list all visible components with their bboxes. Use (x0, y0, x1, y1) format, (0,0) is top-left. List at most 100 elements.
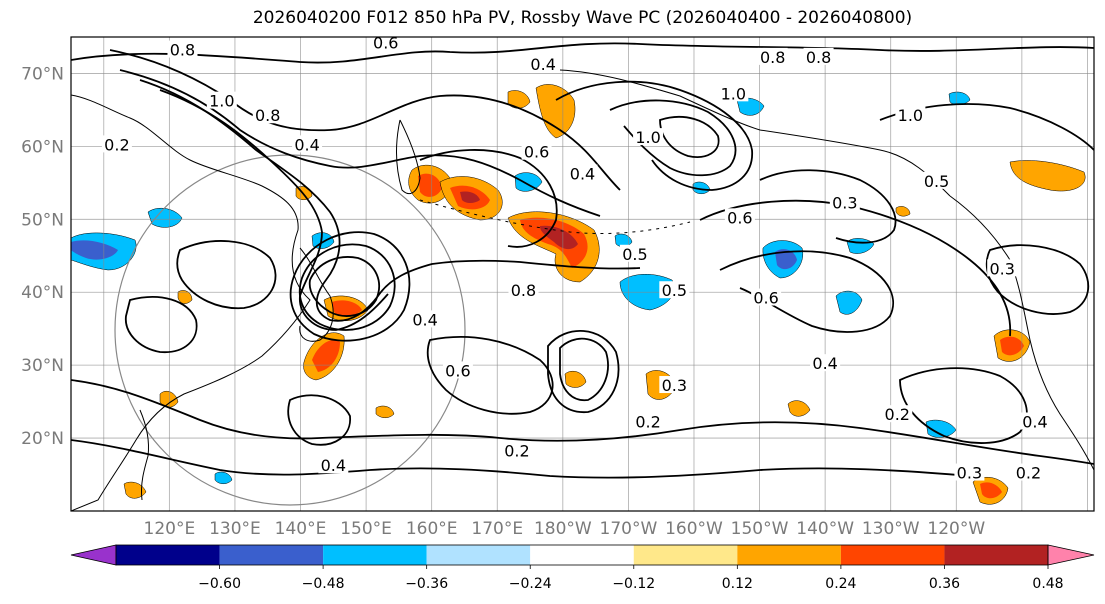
contour-label-background (803, 47, 834, 65)
latitude-label: 70°N (21, 64, 64, 84)
pv-contour (125, 296, 198, 353)
pv-contour (419, 149, 558, 248)
map-frame (70, 36, 1095, 512)
contour-label: 0.4 (321, 456, 346, 475)
pv-contour (109, 49, 621, 191)
contour-label: 0.8 (255, 106, 280, 125)
positive-anomaly-patch (564, 371, 587, 388)
pv-contour (71, 379, 1094, 465)
contour-label-background (318, 456, 349, 474)
positive-anomaly-patch (787, 400, 811, 417)
colorbar-segment (116, 545, 220, 565)
pv-contour (985, 244, 1090, 315)
pv-contour (547, 330, 620, 413)
positive-anomaly-patch (460, 191, 480, 203)
contour-label-background (810, 354, 841, 372)
colorbar-segment (426, 545, 531, 565)
contour-label-background (508, 281, 539, 299)
pv-contour (176, 240, 277, 310)
pv-contour (308, 256, 380, 317)
contour-label: 0.8 (170, 41, 195, 60)
coastline-kamchatka (395, 119, 421, 194)
longitude-label: 150°W (731, 519, 789, 539)
contour-label: 0.3 (832, 194, 857, 213)
negative-anomaly-patch (71, 240, 118, 260)
pv-contour (71, 42, 1094, 64)
contour-label: 0.5 (662, 281, 687, 300)
positive-anomaly-patch (375, 405, 395, 418)
latitude-label: 40°N (21, 283, 64, 303)
contour-label: 1.0 (209, 92, 234, 111)
coastline-philippines (139, 409, 149, 501)
pv-contour (71, 439, 971, 479)
longitude-label: 150°E (340, 519, 392, 539)
contour-label: 0.2 (1016, 464, 1041, 483)
colorbar-tick-label: 0.48 (1032, 576, 1063, 592)
contour-label-background (882, 405, 913, 423)
colorbar-segment (840, 545, 945, 565)
colorbar-segment (530, 545, 634, 565)
negative-anomaly-patch (214, 471, 233, 484)
positive-anomaly-patch (312, 340, 340, 372)
contour-label: 0.3 (662, 376, 687, 395)
longitude-label: 180°W (534, 519, 592, 539)
longitude-label: 170°E (471, 519, 523, 539)
negative-anomaly-patch (614, 233, 633, 247)
contour-label: 1.0 (721, 84, 746, 103)
colorbar-segment (737, 545, 841, 565)
pv-contour (426, 336, 554, 415)
colorbar: −0.60 −0.48 −0.36 −0.24 −0.12 0.12 0.24 0.36 0.4… (70, 544, 1095, 592)
colorbar-segment (633, 545, 738, 565)
contour-label: 0.6 (727, 208, 752, 227)
longitude-label: 170°W (600, 519, 658, 539)
colorbar-tick-label: −0.48 (302, 576, 345, 592)
colorbar-segment (219, 545, 324, 565)
colorbar-frame (115, 544, 1049, 566)
contour-label: 0.2 (885, 405, 910, 424)
colorbar-tick-label: 0.12 (722, 576, 753, 592)
colorbar-tick-label: −0.12 (612, 576, 655, 592)
contour-label-background (501, 441, 532, 459)
contour-label: 1.0 (635, 128, 660, 147)
longitude-label: 160°W (665, 519, 723, 539)
contour-label-background (724, 208, 755, 226)
contour-label: 0.6 (373, 33, 398, 52)
contour-label: 0.2 (635, 412, 660, 431)
contour-label-background (757, 47, 788, 65)
positive-anomaly-patch (520, 217, 588, 268)
latitude-label: 60°N (21, 137, 64, 157)
colorbar-tick-label: −0.24 (509, 576, 552, 592)
pv-contour (298, 243, 396, 331)
pv-contour (899, 367, 1028, 444)
pv-contour (609, 99, 737, 177)
longitude-label: 120°E (144, 519, 196, 539)
pv-contour (759, 169, 897, 244)
contour-label: 0.3 (957, 464, 982, 483)
pv-contour (659, 116, 720, 158)
longitude-axis: 120°E 130°E 140°E 150°E 160°E 170°E 180°W 170°W… (144, 519, 986, 539)
contour-label-background (659, 376, 690, 394)
positive-anomaly-patch (418, 173, 442, 197)
contour-label: 0.8 (806, 48, 831, 67)
positive-anomaly-patch (507, 90, 531, 109)
contour-label-background (633, 128, 664, 146)
contour-label-background (410, 310, 441, 328)
coastline-north-america (949, 195, 1094, 471)
pv-contour (555, 80, 753, 191)
pv-contour (287, 394, 351, 446)
contour-label: 1.0 (898, 106, 923, 125)
contour-label: 0.5 (924, 172, 949, 191)
contour-label: 0.3 (989, 259, 1014, 278)
latitude-label: 20°N (21, 429, 64, 449)
latitude-label: 50°N (21, 210, 64, 230)
contour-label-background (1019, 412, 1050, 430)
pv-contour (119, 69, 601, 217)
positive-anomaly-patch (1009, 160, 1086, 192)
contour-label: 0.6 (445, 361, 470, 380)
contour-label: 0.4 (412, 310, 437, 329)
colorbar-extend-max (1047, 544, 1095, 566)
colorbar-tick-label: 0.24 (825, 576, 856, 592)
pv-contour (289, 231, 411, 342)
pv-contour (719, 250, 895, 333)
